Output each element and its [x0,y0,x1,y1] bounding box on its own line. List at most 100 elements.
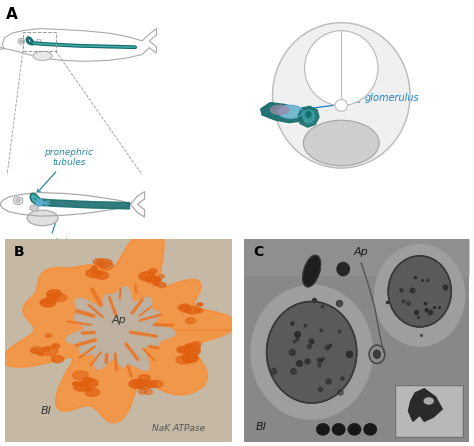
Text: A: A [6,7,18,22]
Ellipse shape [47,294,58,300]
Ellipse shape [53,297,58,300]
Ellipse shape [95,271,104,276]
Ellipse shape [335,99,347,111]
Ellipse shape [149,268,157,273]
Ellipse shape [303,110,314,123]
Ellipse shape [266,301,356,403]
Ellipse shape [251,285,373,419]
Text: Bl: Bl [255,422,266,432]
Ellipse shape [176,356,191,364]
Ellipse shape [278,105,303,118]
Polygon shape [2,223,236,423]
Ellipse shape [369,345,385,363]
Ellipse shape [83,379,98,387]
Bar [395,385,463,438]
Bar [395,385,463,438]
Ellipse shape [197,303,203,306]
Ellipse shape [153,282,159,285]
Ellipse shape [16,198,20,203]
Ellipse shape [85,388,100,396]
Ellipse shape [303,120,379,166]
Ellipse shape [43,347,50,351]
Polygon shape [409,389,442,421]
Ellipse shape [185,343,200,352]
Ellipse shape [182,304,190,308]
Ellipse shape [374,245,465,346]
Ellipse shape [33,51,52,60]
Ellipse shape [51,356,64,363]
Ellipse shape [30,205,38,211]
Ellipse shape [47,295,57,300]
Ellipse shape [424,398,433,404]
Ellipse shape [317,424,329,435]
Ellipse shape [73,383,89,391]
Ellipse shape [179,305,191,312]
Ellipse shape [91,270,100,275]
Ellipse shape [38,352,44,356]
Ellipse shape [46,334,51,337]
Ellipse shape [86,388,91,391]
Ellipse shape [139,272,155,281]
Ellipse shape [192,342,201,347]
Ellipse shape [73,371,88,380]
Text: pronephric
ducts: pronephric ducts [23,207,72,258]
Ellipse shape [177,347,189,353]
Ellipse shape [186,306,199,314]
Ellipse shape [97,259,112,267]
Text: Bl: Bl [40,406,51,416]
Ellipse shape [86,269,101,277]
Polygon shape [298,106,319,127]
Ellipse shape [45,299,53,304]
Polygon shape [2,29,156,61]
Ellipse shape [133,380,142,384]
Ellipse shape [364,424,376,435]
Ellipse shape [348,424,361,435]
Ellipse shape [52,344,60,348]
Ellipse shape [40,298,56,307]
Ellipse shape [374,350,380,358]
Ellipse shape [13,197,23,205]
Ellipse shape [146,276,158,283]
Ellipse shape [73,382,79,385]
Ellipse shape [84,377,93,383]
Ellipse shape [151,380,163,388]
Ellipse shape [138,389,146,394]
Ellipse shape [388,256,451,327]
Ellipse shape [150,277,160,282]
Ellipse shape [303,255,320,287]
Ellipse shape [144,390,153,394]
Ellipse shape [182,354,198,363]
Polygon shape [0,192,145,217]
Text: C: C [253,245,264,259]
Text: Ap: Ap [111,315,126,325]
Ellipse shape [30,348,39,353]
Ellipse shape [136,380,151,389]
Polygon shape [2,223,236,423]
Polygon shape [66,286,175,371]
Ellipse shape [47,290,61,298]
Ellipse shape [99,262,113,269]
Ellipse shape [129,380,145,388]
Ellipse shape [20,40,23,43]
Ellipse shape [157,282,166,287]
Ellipse shape [138,375,150,381]
Ellipse shape [27,210,58,226]
Ellipse shape [337,262,349,276]
Ellipse shape [332,424,345,435]
Text: glomerulus: glomerulus [300,93,419,111]
Bar [23,32,56,51]
Ellipse shape [271,105,289,115]
Ellipse shape [185,345,191,348]
Ellipse shape [53,293,67,301]
Ellipse shape [93,259,104,265]
Ellipse shape [195,309,203,313]
Ellipse shape [155,278,161,281]
Ellipse shape [184,347,201,355]
Ellipse shape [304,31,378,106]
Polygon shape [261,103,308,123]
Ellipse shape [42,347,58,355]
Ellipse shape [79,381,86,385]
Ellipse shape [40,300,47,304]
Ellipse shape [158,275,164,278]
Text: B: B [14,245,25,259]
